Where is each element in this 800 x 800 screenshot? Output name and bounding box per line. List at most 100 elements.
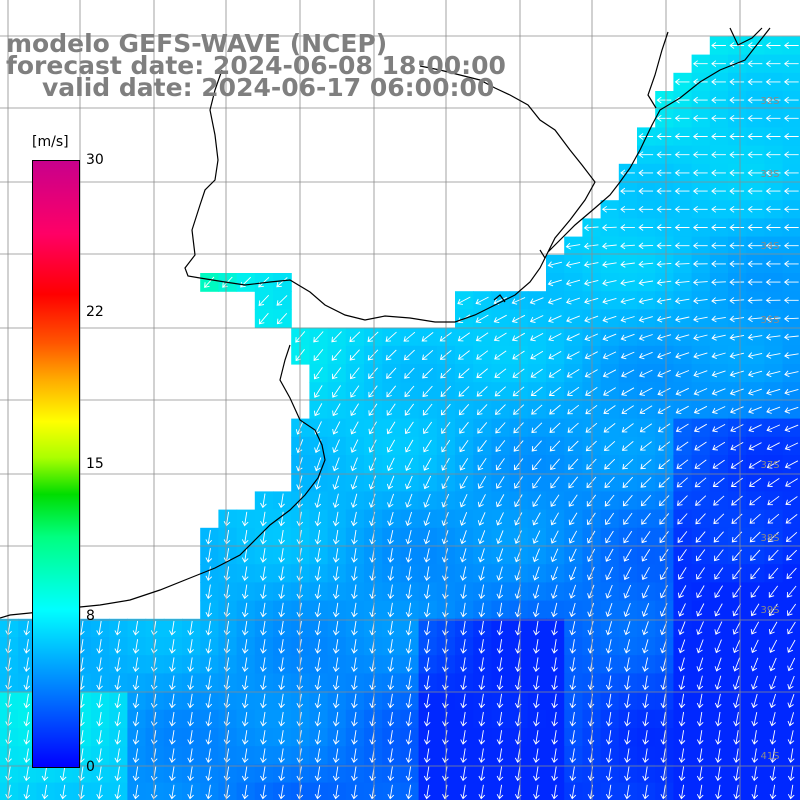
wind-arrow (765, 296, 781, 304)
wind-arrow (765, 151, 781, 159)
wind-arrow (551, 602, 558, 618)
wind-arrow (423, 493, 431, 508)
wind-arrow (351, 675, 358, 691)
wind-arrow (514, 476, 523, 489)
wind-arrow (314, 620, 322, 636)
wind-arrow (314, 566, 322, 581)
wind-arrow (368, 457, 377, 472)
valid-date: valid date: 2024-06-17 06:00:00 (42, 73, 495, 102)
wind-arrow (332, 421, 341, 435)
wind-arrow (568, 512, 578, 526)
wind-arrow (478, 711, 486, 727)
wind-arrow (332, 693, 340, 709)
wind-arrow (386, 403, 396, 416)
wind-arrow (641, 639, 649, 654)
wind-arrow (765, 242, 781, 250)
wind-arrow (640, 494, 652, 507)
wind-arrow (624, 784, 631, 800)
wind-arrow (368, 439, 377, 453)
wind-arrow (675, 387, 689, 396)
wind-arrow (676, 477, 688, 488)
wind-arrow (605, 639, 613, 654)
wind-arrow (96, 657, 103, 672)
wind-arrow (331, 331, 342, 343)
wind-arrow (494, 404, 506, 415)
wind-arrow (496, 693, 504, 709)
wind-arrow (696, 730, 704, 745)
wind-arrow (641, 512, 651, 525)
wind-arrow (550, 476, 560, 489)
wind-arrow (477, 440, 487, 453)
wind-arrow (660, 657, 667, 672)
wind-arrow (403, 349, 415, 361)
wind-arrow (729, 224, 745, 231)
colorbar-tick-15: 15 (86, 456, 104, 472)
wind-arrow (711, 78, 726, 86)
wind-arrow (584, 297, 599, 305)
wind-arrow (241, 639, 249, 654)
wind-arrow (368, 475, 377, 490)
wind-arrow (783, 296, 799, 304)
wind-arrow (674, 187, 690, 195)
wind-arrow (314, 675, 322, 691)
wind-arrow (623, 530, 633, 544)
wind-arrow (693, 388, 708, 396)
wind-arrow (729, 242, 745, 250)
wind-arrow (748, 477, 762, 487)
wind-arrow (638, 260, 654, 268)
wind-arrow (642, 711, 649, 727)
wind-arrow (314, 784, 322, 800)
wind-arrow (674, 169, 690, 177)
wind-arrow (405, 784, 413, 800)
wind-arrow (405, 711, 413, 727)
wind-arrow (765, 60, 781, 68)
wind-arrow (656, 133, 672, 140)
wind-arrow (496, 566, 503, 581)
wind-arrow (729, 278, 745, 286)
wind-arrow (678, 621, 686, 636)
wind-arrow (765, 42, 781, 49)
wind-arrow (549, 440, 561, 452)
wind-arrow (351, 730, 358, 745)
wind-arrow (332, 385, 341, 398)
wind-arrow (478, 620, 486, 636)
wind-arrow (529, 297, 544, 305)
latitude-label: 41S (760, 751, 779, 762)
wind-arrow (658, 459, 670, 470)
wind-arrow (114, 675, 122, 691)
wind-arrow (459, 494, 468, 508)
wind-arrow (768, 567, 779, 580)
wind-arrow (258, 312, 269, 325)
wind-arrow (784, 460, 799, 469)
colorbar-tick-8: 8 (86, 608, 95, 624)
wind-arrow (695, 495, 707, 506)
wind-arrow (387, 566, 395, 581)
wind-arrow (729, 297, 745, 304)
wind-arrow (278, 602, 285, 618)
wind-arrow (496, 675, 504, 691)
wind-arrow (114, 693, 122, 709)
wind-arrow (768, 549, 779, 561)
wind-arrow (692, 260, 708, 268)
wind-arrow (132, 730, 140, 745)
wind-arrow (640, 477, 652, 488)
wind-arrow (405, 748, 413, 763)
wind-arrow (457, 296, 471, 305)
wind-arrow (586, 494, 597, 507)
wind-arrow (496, 730, 504, 745)
wind-arrow (565, 279, 581, 287)
wind-arrow (332, 475, 340, 490)
wind-arrow (620, 187, 635, 195)
wind-arrow (459, 530, 467, 545)
wind-arrow (733, 766, 740, 782)
wind-arrow (496, 530, 504, 545)
wind-arrow (622, 458, 634, 470)
wind-arrow (313, 385, 323, 398)
wind-arrow (351, 748, 358, 763)
wind-arrow (729, 315, 745, 323)
wind-arrow (96, 748, 103, 763)
wind-arrow (783, 315, 799, 322)
wind-arrow (729, 187, 745, 195)
wind-arrow (547, 279, 562, 287)
wind-arrow (533, 693, 540, 709)
